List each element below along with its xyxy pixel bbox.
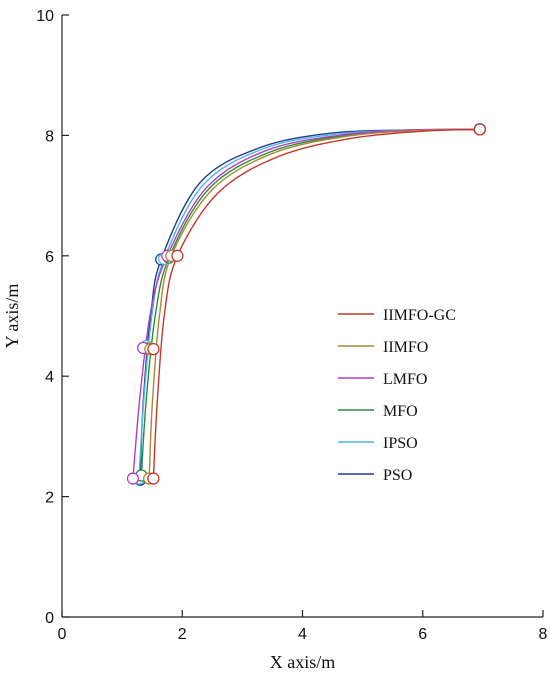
series-line-pso (139, 128, 480, 480)
legend-label-lmfo: LMFO (383, 371, 427, 388)
y-tick-label: 6 (45, 249, 54, 266)
legend-label-mfo: MFO (383, 403, 418, 420)
series-line-lmfo (132, 128, 480, 479)
waypoint-marker-iimfo-gc (171, 249, 184, 262)
waypoint-markers (126, 123, 487, 486)
y-tick-label: 4 (45, 369, 54, 386)
waypoint-marker-iimfo-gc (147, 472, 160, 485)
x-tick-label: 2 (178, 626, 187, 643)
axes: 0 2 4 6 8 0 2 4 6 8 10 (36, 8, 547, 643)
legend: IIMFO-GC IIMFO LMFO MFO IPSO PSO (338, 307, 456, 484)
x-tick-label: 8 (539, 626, 548, 643)
y-tick-label: 10 (36, 8, 54, 25)
x-tick-label: 6 (418, 626, 427, 643)
series-lines (132, 128, 480, 480)
legend-label-iimfo-gc: IIMFO-GC (383, 307, 456, 324)
legend-label-iimfo: IIMFO (383, 339, 428, 356)
series-line-mfo (140, 128, 480, 476)
series-line-ipso (138, 128, 480, 479)
legend-label-pso: PSO (383, 467, 412, 484)
y-tick-label: 0 (45, 610, 54, 627)
waypoint-marker-lmfo (126, 472, 140, 485)
x-tick-label: 4 (298, 626, 307, 643)
y-axis-label: Y axis/m (2, 284, 22, 349)
waypoint-marker-iimfo-gc (473, 123, 487, 136)
y-tick-label: 8 (45, 128, 54, 145)
x-axis-label: X axis/m (270, 652, 336, 672)
x-tick-label: 0 (58, 626, 67, 643)
legend-label-ipso: IPSO (383, 435, 418, 452)
series-line-iimfo-gc (152, 128, 480, 479)
series-line-iimfo (148, 128, 480, 479)
waypoint-marker-iimfo-gc (147, 342, 160, 356)
y-tick-label: 2 (45, 490, 54, 507)
